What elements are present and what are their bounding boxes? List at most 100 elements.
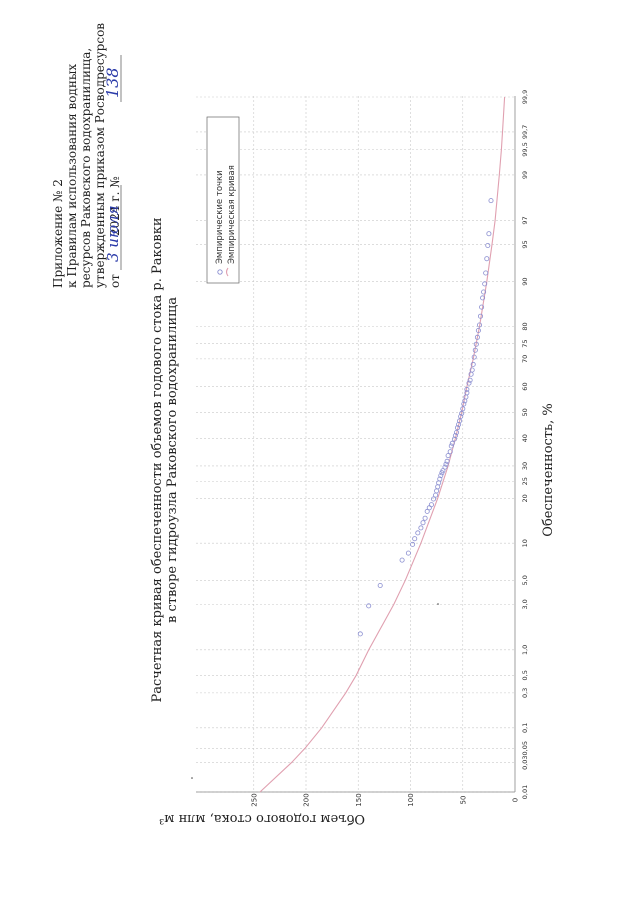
- data-point: [428, 502, 434, 508]
- x-tick-label: 0,03: [521, 755, 529, 769]
- data-point: [482, 281, 488, 287]
- data-point: [479, 304, 485, 310]
- data-point: [471, 354, 477, 360]
- y-tick-label: 0: [512, 798, 520, 802]
- data-point: [357, 631, 363, 637]
- data-point: [405, 550, 411, 556]
- header-line-1: Приложение № 2: [51, 179, 65, 288]
- x-gridlines: [196, 96, 515, 793]
- chart-title: Расчетная кривая обеспеченности объемов …: [150, 217, 165, 702]
- x-tick-label: 70: [521, 355, 529, 363]
- legend-label-points: Эмпирические точки: [215, 170, 225, 264]
- x-tick-label: 0,01: [521, 785, 529, 799]
- data-point: [484, 256, 490, 262]
- scan-speck: [437, 603, 439, 605]
- data-point: [452, 433, 458, 439]
- y-tick-label: 100: [407, 793, 415, 806]
- empirical-curve: [259, 96, 506, 793]
- data-point: [451, 436, 457, 442]
- x-tick-label: 50: [521, 408, 529, 416]
- header-line-4: утвержденным приказом Росводресурсов: [93, 23, 107, 288]
- data-point: [474, 334, 480, 340]
- data-point: [449, 440, 455, 446]
- data-point: [472, 347, 478, 353]
- data-point: [454, 425, 460, 431]
- x-tick-labels: 0,01 0,030,05 0,1 0,3 0,5 1,0 3,0 5,0 10 20 25 30 40…: [521, 90, 529, 799]
- header-line-3: ресурсов Раковского водохранилища,: [79, 48, 93, 288]
- data-point: [399, 557, 405, 563]
- x-tick-label: 95: [521, 240, 529, 248]
- legend-label-curve: Эмпирическая кривая: [227, 165, 237, 264]
- data-point: [377, 583, 383, 589]
- y-tick-labels: 0 50 100 150 200 250: [250, 793, 519, 806]
- data-point: [464, 386, 470, 392]
- data-point: [410, 541, 416, 547]
- x-tick-label: 90: [521, 277, 529, 285]
- data-point: [459, 410, 465, 416]
- x-tick-label: 60: [521, 382, 529, 390]
- data-point: [420, 520, 426, 526]
- x-tick-label: 99,9: [521, 90, 529, 104]
- data-point: [430, 496, 436, 502]
- data-point: [440, 468, 446, 474]
- data-point: [488, 198, 494, 204]
- data-point: [485, 242, 491, 248]
- data-point: [366, 603, 372, 609]
- data-point: [457, 418, 463, 424]
- legend-point-marker: [217, 269, 223, 275]
- data-point: [458, 413, 464, 419]
- data-point: [433, 492, 439, 498]
- x-tick-label: 1,0: [521, 645, 529, 655]
- data-point: [424, 508, 430, 514]
- x-tick-label: 75: [521, 339, 529, 347]
- data-point: [477, 313, 483, 319]
- data-point: [460, 406, 466, 412]
- data-point: [443, 461, 449, 467]
- empirical-points: [357, 198, 494, 637]
- header-line-5: от 2024 г. №: [108, 176, 122, 288]
- header-line-2: к Правилам использования водных: [65, 64, 79, 288]
- data-point: [467, 377, 473, 383]
- x-tick-label: 25: [521, 477, 529, 485]
- y-tick-label: 200: [303, 793, 311, 806]
- legend-box: [206, 116, 240, 284]
- x-tick-label: 0,3: [521, 688, 529, 698]
- legend-curve-marker: [225, 267, 229, 277]
- x-tick-label: 3,0: [521, 599, 529, 609]
- appendix-header: Приложение № 2 к Правилам использования …: [51, 23, 122, 288]
- x-tick-label: 30: [521, 462, 529, 470]
- y-axis-label: Объем годового стока, млн м³: [159, 811, 365, 826]
- x-tick-label: 99,7: [521, 125, 529, 139]
- data-point: [445, 453, 451, 459]
- y-tick-label: 50: [459, 796, 467, 805]
- data-point: [486, 231, 492, 237]
- data-point: [473, 341, 479, 347]
- data-point: [447, 449, 453, 455]
- x-tick-label: 97: [521, 216, 529, 224]
- data-point: [476, 322, 482, 328]
- data-point: [481, 289, 487, 295]
- data-point: [470, 361, 476, 367]
- data-point: [444, 458, 450, 464]
- x-tick-label: 20: [521, 494, 529, 502]
- data-point: [422, 515, 428, 521]
- x-tick-label: 10: [521, 539, 529, 547]
- legend: Эмпирические точки Эмпирическая кривая: [206, 116, 240, 284]
- data-point: [480, 295, 486, 301]
- chart-subtitle: в створе гидроузла Раковского водохранил…: [165, 297, 180, 623]
- data-point: [415, 530, 421, 536]
- y-tick-label: 250: [250, 793, 258, 806]
- x-axis-label: Обеспеченность, %: [541, 403, 556, 536]
- data-point: [442, 464, 448, 470]
- y-tick-label: 150: [355, 793, 363, 806]
- data-point: [438, 473, 444, 479]
- x-tick-label: 0,1: [521, 723, 529, 733]
- data-point: [469, 367, 475, 373]
- data-point: [483, 270, 489, 276]
- scan-speck: [191, 777, 193, 779]
- plot-area: 0,01 0,030,05 0,1 0,3 0,5 1,0 3,0 5,0 10 20 25 30 40…: [196, 90, 529, 807]
- x-tick-label: 80: [521, 322, 529, 330]
- data-point: [412, 536, 418, 542]
- x-tick-label: 0,5: [521, 670, 529, 680]
